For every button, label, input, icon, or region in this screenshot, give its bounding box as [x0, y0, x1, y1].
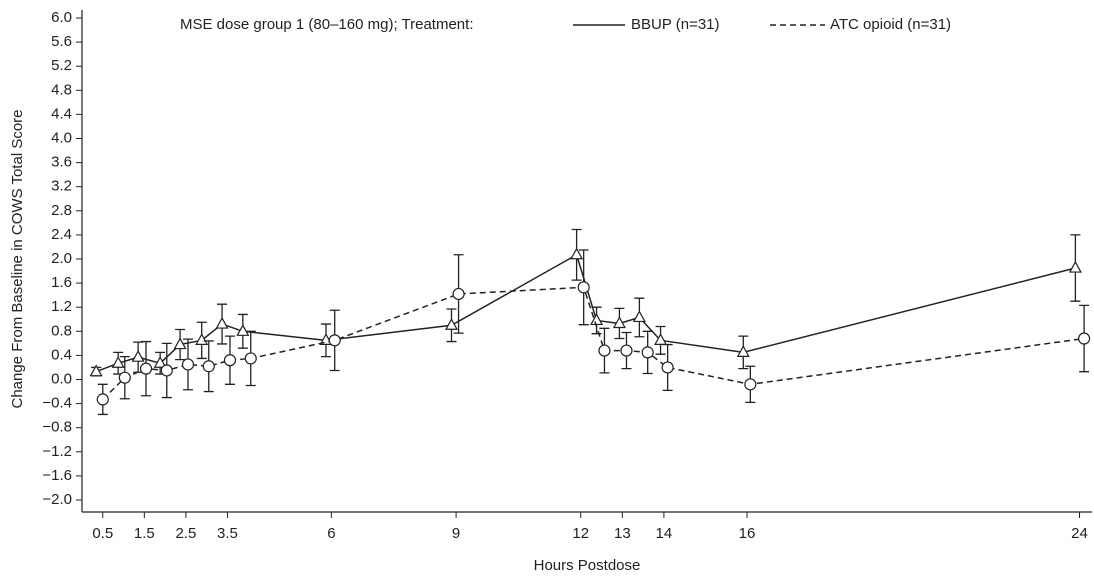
y-tick-label: 1.6 [51, 274, 72, 291]
marker [202, 360, 215, 373]
marker [181, 358, 195, 371]
marker [598, 344, 611, 357]
y-tick-label: 3.6 [51, 154, 72, 171]
y-tick-label: 5.2 [51, 57, 72, 74]
x-tick-label: 1.5 [134, 525, 155, 542]
marker [139, 362, 153, 375]
y-tick-label: 2.8 [51, 202, 72, 219]
y-tick-label: 2.0 [51, 250, 72, 267]
marker [654, 333, 668, 345]
legend-label: ATC opioid (n=31) [830, 16, 951, 33]
marker [244, 352, 257, 365]
marker [96, 393, 109, 406]
marker [215, 316, 229, 329]
marker [1068, 260, 1082, 273]
legend-label: BBUP (n=31) [631, 16, 720, 33]
y-tick-label: 3.2 [51, 178, 72, 195]
legend-title: MSE dose group 1 (80–160 mg); Treatment: [180, 16, 474, 33]
marker [736, 345, 750, 357]
x-tick-label: 12 [572, 525, 589, 542]
x-tick-label: 0.5 [92, 525, 113, 542]
x-tick-label: 24 [1071, 525, 1088, 542]
y-tick-label: −1.2 [42, 443, 72, 460]
y-axis-title: Change From Baseline in COWS Total Score [9, 109, 26, 408]
x-tick-label: 6 [327, 525, 335, 542]
marker [328, 334, 341, 347]
marker [620, 344, 633, 357]
y-tick-label: 0.0 [51, 370, 72, 387]
y-tick-label: 0.4 [51, 346, 72, 363]
y-tick-label: 5.6 [51, 33, 72, 50]
x-tick-label: 2.5 [175, 525, 196, 542]
marker [111, 355, 125, 368]
x-tick-label: 14 [656, 525, 673, 542]
marker [1078, 332, 1091, 345]
marker [641, 346, 654, 359]
marker [223, 354, 237, 367]
y-tick-label: 2.4 [51, 226, 72, 243]
x-axis-title: Hours Postdose [534, 557, 641, 574]
y-tick-label: 6.0 [51, 9, 72, 26]
marker [195, 333, 209, 345]
marker [570, 247, 584, 260]
x-tick-label: 16 [739, 525, 756, 542]
marker [131, 349, 145, 362]
x-tick-label: 9 [452, 525, 460, 542]
y-tick-label: −2.0 [42, 491, 72, 508]
marker [236, 324, 250, 336]
y-tick-label: −0.4 [42, 395, 72, 412]
x-tick-label: 13 [614, 525, 631, 542]
marker [173, 337, 187, 350]
marker [661, 361, 674, 374]
y-tick-label: 0.8 [51, 322, 72, 339]
marker [160, 364, 173, 377]
marker [452, 287, 465, 301]
y-tick-label: 1.2 [51, 298, 72, 315]
marker [153, 355, 167, 368]
y-tick-label: 4.8 [51, 81, 72, 98]
marker [444, 318, 459, 330]
marker [612, 316, 626, 329]
marker [632, 310, 646, 323]
y-tick-label: 4.0 [51, 129, 72, 146]
x-tick-label: 3.5 [217, 525, 238, 542]
marker [118, 371, 131, 384]
marker [744, 378, 757, 391]
series-line [102, 286, 1085, 400]
marker [577, 281, 590, 294]
marker [89, 364, 103, 377]
y-tick-label: 4.4 [51, 105, 72, 122]
y-tick-label: −1.6 [42, 467, 72, 484]
series-line [95, 253, 1076, 373]
y-tick-label: −0.8 [42, 419, 72, 436]
